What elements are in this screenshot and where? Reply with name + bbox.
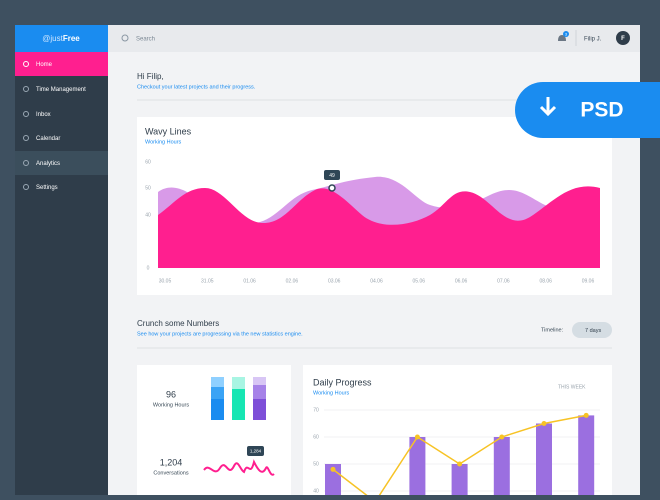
x-tick-label: 08.06 [539,278,552,284]
wavy-title: Wavy Lines [145,126,192,136]
mini-line [203,459,275,476]
badge-dot [563,31,569,37]
menu-icon [23,111,29,117]
daily-subtitle: Working Hours [313,390,350,396]
top-bar [108,25,640,52]
logo-prefix: @just [42,34,63,43]
y-tick-label: 0 [147,265,150,271]
user-name[interactable]: Filip J. [584,37,602,43]
x-tick-label: 31.05 [201,278,214,284]
stat-label: Conversations [153,470,188,476]
x-tick-label: 06.06 [455,278,468,284]
y-tick-label: 40 [313,488,319,494]
bar [451,464,468,495]
line-point [583,412,589,418]
x-tick-label: 04.06 [370,278,383,284]
y-tick-label: 60 [145,159,151,165]
x-tick-label: 05.06 [413,278,426,284]
menu-item[interactable]: Analytics [36,161,60,167]
bell[interactable] [558,35,566,41]
stat-value: 1,204 [160,457,183,467]
line-point [541,421,547,426]
menu-icon [23,160,29,166]
menu-item[interactable]: Time Management [36,87,86,93]
line-point [414,434,420,440]
wavy-tooltip [324,170,340,180]
download-icon [539,97,557,117]
menu-item[interactable]: Settings [36,185,58,191]
bar [493,437,510,495]
timeline-value: 7 days [585,328,601,334]
psd-badge [515,82,660,138]
logo-name: Free [63,34,80,43]
menu-item[interactable]: Home [36,62,53,68]
y-tick-label: 40 [145,212,151,218]
wave-front [158,186,600,268]
x-tick-label: 02.06 [286,278,299,284]
menu-icon [23,86,29,92]
avatar-initial: F [621,36,625,42]
bar [536,423,552,495]
daily-period[interactable]: THIS WEEK [558,384,586,390]
mini-bars [211,377,266,420]
menu-icon [23,184,29,190]
y-tick-label: 70 [313,407,319,413]
search-icon [121,34,129,42]
mini-tooltip-text: 1,284 [250,449,262,454]
mini-tooltip [247,446,264,456]
y-tick-label: 60 [313,434,319,440]
menu-selected[interactable] [15,151,108,175]
x-tick-label: 03.06 [328,278,341,284]
sidebar [15,25,108,495]
line-point [499,434,505,440]
section-subtitle: See how your projects are progressing vi… [137,331,303,337]
logo-bar [15,25,108,52]
psd-label: PSD [580,99,623,122]
stat-value: 96 [166,389,176,399]
menu-icon [23,135,29,141]
daily-title: Daily Progress [313,377,372,387]
line-point [457,461,463,467]
y-tick-label: 50 [313,461,319,467]
wavy-subtitle: Working Hours [145,139,182,145]
wavy-point[interactable] [328,184,336,192]
bar [409,437,426,495]
menu-active[interactable] [15,52,108,76]
section-title: Crunch some Numbers [137,319,219,328]
notifications: 3 [565,32,568,37]
x-tick-label: 30.05 [159,278,172,284]
timeline-pill[interactable] [572,322,612,338]
search[interactable]: Search [136,37,155,43]
greeting-subtitle: Checkout your latest projects and their … [137,84,256,90]
menu-item[interactable]: Inbox [36,112,51,118]
y-tick-label: 50 [145,185,151,191]
x-tick-label: 07.06 [497,278,510,284]
logo: @justFree [42,34,80,43]
avatar[interactable] [616,31,630,45]
x-tick-label: 09.06 [582,278,595,284]
greeting-title: Hi Filip, [137,72,164,81]
line-point [330,466,336,472]
menu-item[interactable]: Calendar [36,136,60,142]
x-tick-label: 01.06 [243,278,256,284]
bar [578,415,595,495]
menu-icon [23,61,29,67]
wavy-tooltip-text: 49 [329,173,335,179]
stat-label: Working Hours [153,402,190,408]
timeline-label: Timeline: [541,327,564,333]
